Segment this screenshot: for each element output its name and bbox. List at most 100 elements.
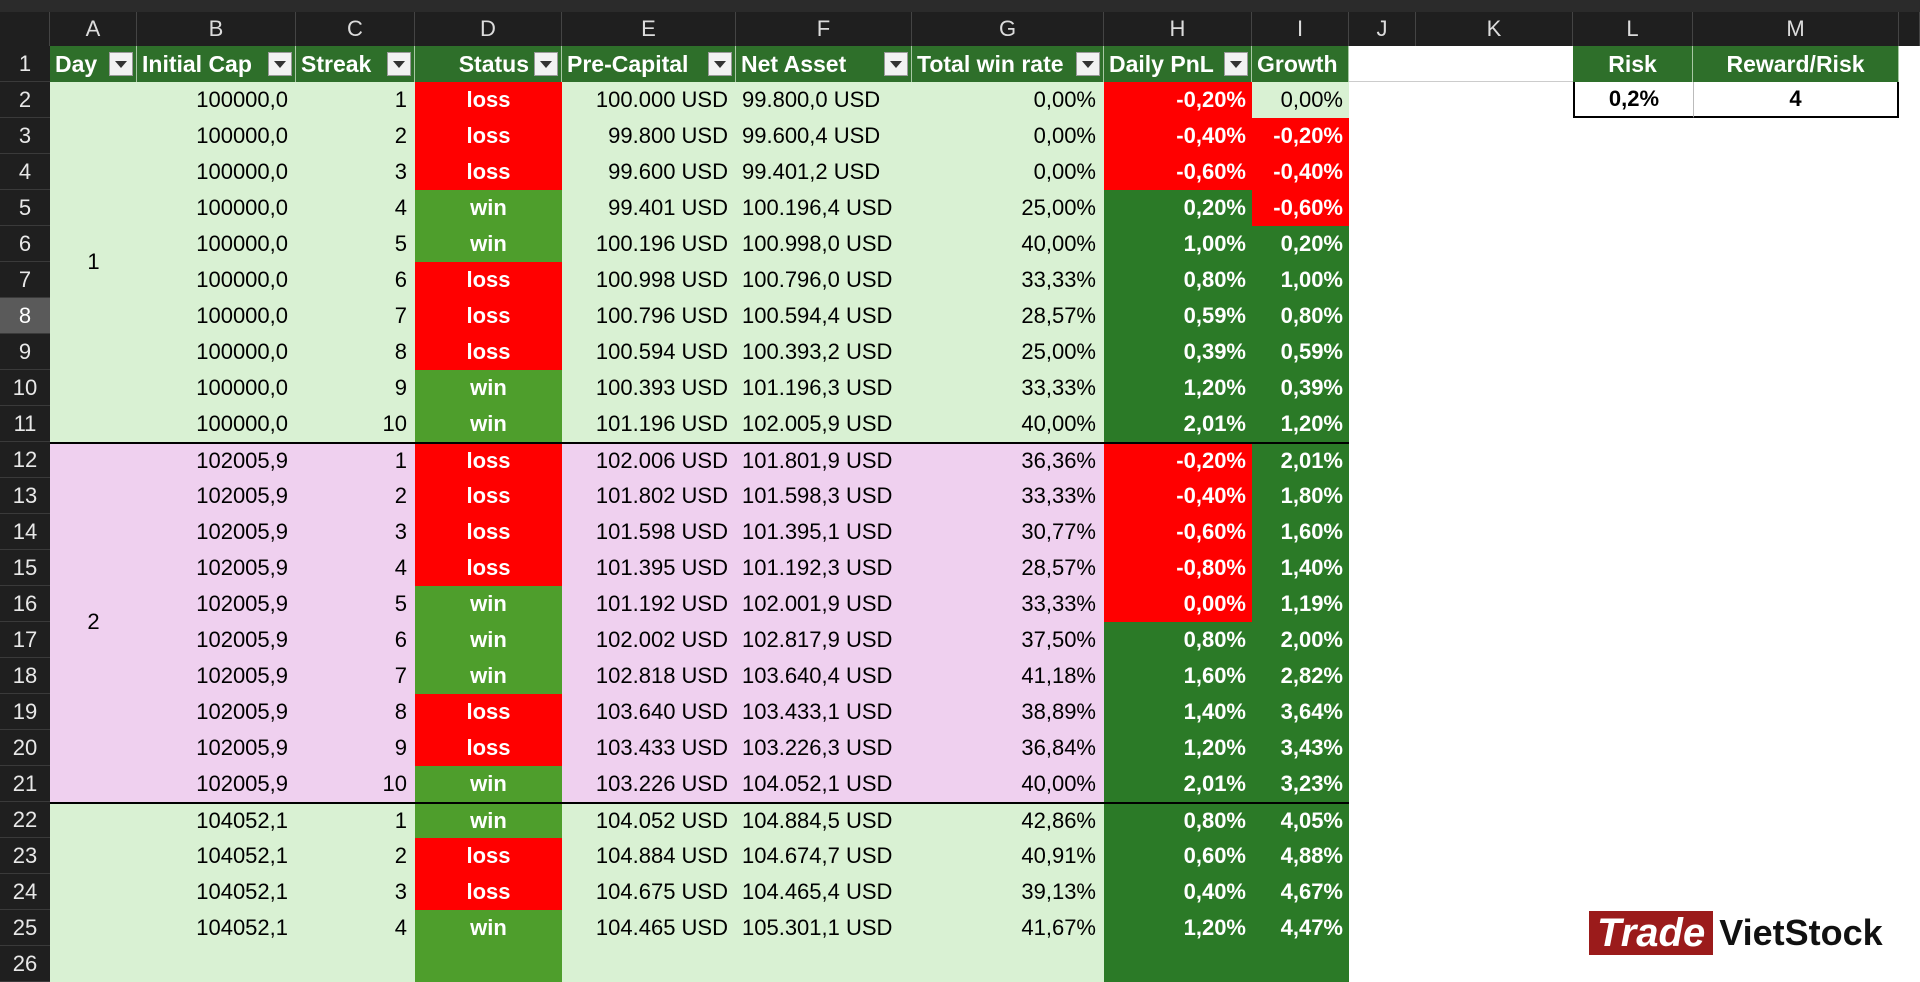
- column-header-i[interactable]: I: [1252, 12, 1349, 46]
- pre-capital-cell[interactable]: 103.433 USD: [562, 730, 736, 766]
- net-asset-cell[interactable]: 99.800,0 USD: [736, 82, 912, 118]
- net-asset-cell[interactable]: 101.196,3 USD: [736, 370, 912, 406]
- pre-capital-cell[interactable]: 100.393 USD: [562, 370, 736, 406]
- streak-cell[interactable]: 8: [296, 334, 415, 370]
- row-header-3[interactable]: 3: [0, 118, 50, 154]
- daily-pnl-cell[interactable]: 2,01%: [1104, 406, 1252, 442]
- win-rate-cell[interactable]: 30,77%: [912, 514, 1104, 550]
- daily-pnl-cell[interactable]: 1,20%: [1104, 730, 1252, 766]
- streak-cell[interactable]: 2: [296, 118, 415, 154]
- pre-capital-cell[interactable]: 100.000 USD: [562, 82, 736, 118]
- pre-capital-cell[interactable]: 102.006 USD: [562, 442, 736, 478]
- row-header-2[interactable]: 2: [0, 82, 50, 118]
- net-asset-cell[interactable]: 104.465,4 USD: [736, 874, 912, 910]
- streak-cell[interactable]: 4: [296, 550, 415, 586]
- streak-cell[interactable]: 6: [296, 622, 415, 658]
- initial-cap-cell[interactable]: 102005,9: [137, 730, 296, 766]
- win-rate-cell[interactable]: 28,57%: [912, 550, 1104, 586]
- growth-cell[interactable]: 2,00%: [1252, 622, 1349, 658]
- initial-cap-cell[interactable]: 100000,0: [137, 226, 296, 262]
- filter-dropdown-button[interactable]: [708, 52, 732, 76]
- daily-pnl-cell[interactable]: -0,20%: [1104, 442, 1252, 478]
- net-asset-cell[interactable]: 105.301,1 USD: [736, 910, 912, 946]
- status-cell-win[interactable]: win: [415, 226, 562, 262]
- net-asset-cell[interactable]: 104.674,7 USD: [736, 838, 912, 874]
- growth-cell[interactable]: 3,43%: [1252, 730, 1349, 766]
- growth-cell[interactable]: 0,20%: [1252, 226, 1349, 262]
- win-rate-cell[interactable]: 36,36%: [912, 442, 1104, 478]
- net-asset-cell[interactable]: 102.001,9 USD: [736, 586, 912, 622]
- status-cell-loss[interactable]: loss: [415, 118, 562, 154]
- day-cell[interactable]: [50, 802, 137, 838]
- win-rate-cell[interactable]: 40,00%: [912, 766, 1104, 802]
- column-header-h[interactable]: H: [1104, 12, 1252, 46]
- daily-pnl-cell[interactable]: 0,80%: [1104, 262, 1252, 298]
- net-asset-cell[interactable]: 101.801,9 USD: [736, 442, 912, 478]
- initial-cap-cell[interactable]: 100000,0: [137, 154, 296, 190]
- status-cell-win[interactable]: win: [415, 622, 562, 658]
- row-header-22[interactable]: 22: [0, 802, 50, 838]
- daily-pnl-cell[interactable]: 0,40%: [1104, 874, 1252, 910]
- streak-cell[interactable]: 8: [296, 694, 415, 730]
- net-asset-cell[interactable]: 100.594,4 USD: [736, 298, 912, 334]
- status-cell-loss[interactable]: loss: [415, 154, 562, 190]
- win-rate-cell[interactable]: 33,33%: [912, 586, 1104, 622]
- pre-capital-cell[interactable]: 103.226 USD: [562, 766, 736, 802]
- day-cell[interactable]: [50, 334, 137, 370]
- day-cell[interactable]: [50, 838, 137, 874]
- row-header-17[interactable]: 17: [0, 622, 50, 658]
- partial-row-cell[interactable]: [1104, 946, 1252, 982]
- day-cell[interactable]: [50, 442, 137, 478]
- growth-cell[interactable]: 3,64%: [1252, 694, 1349, 730]
- initial-cap-cell[interactable]: 104052,1: [137, 910, 296, 946]
- day-cell[interactable]: [50, 766, 137, 802]
- day-cell[interactable]: [50, 82, 137, 118]
- status-cell-loss[interactable]: loss: [415, 334, 562, 370]
- net-asset-cell[interactable]: 99.401,2 USD: [736, 154, 912, 190]
- streak-cell[interactable]: 4: [296, 910, 415, 946]
- column-header-g[interactable]: G: [912, 12, 1104, 46]
- initial-cap-cell[interactable]: 102005,9: [137, 478, 296, 514]
- initial-cap-cell[interactable]: 102005,9: [137, 550, 296, 586]
- row-header-9[interactable]: 9: [0, 334, 50, 370]
- row-header-14[interactable]: 14: [0, 514, 50, 550]
- daily-pnl-cell[interactable]: 0,80%: [1104, 622, 1252, 658]
- row-header-10[interactable]: 10: [0, 370, 50, 406]
- initial-cap-cell[interactable]: 102005,9: [137, 586, 296, 622]
- net-asset-cell[interactable]: 100.196,4 USD: [736, 190, 912, 226]
- win-rate-cell[interactable]: 25,00%: [912, 190, 1104, 226]
- column-header-b[interactable]: B: [137, 12, 296, 46]
- status-cell-loss[interactable]: loss: [415, 478, 562, 514]
- streak-cell[interactable]: 9: [296, 730, 415, 766]
- partial-row-cell[interactable]: [912, 946, 1104, 982]
- column-header-e[interactable]: E: [562, 12, 736, 46]
- day-cell[interactable]: [50, 118, 137, 154]
- day-cell[interactable]: [50, 406, 137, 442]
- pre-capital-cell[interactable]: 99.600 USD: [562, 154, 736, 190]
- partial-row-cell[interactable]: [296, 946, 415, 982]
- streak-cell[interactable]: 1: [296, 442, 415, 478]
- win-rate-cell[interactable]: 0,00%: [912, 154, 1104, 190]
- streak-cell[interactable]: 3: [296, 514, 415, 550]
- growth-cell[interactable]: 4,88%: [1252, 838, 1349, 874]
- daily-pnl-cell[interactable]: -0,60%: [1104, 154, 1252, 190]
- win-rate-cell[interactable]: 28,57%: [912, 298, 1104, 334]
- row-header-1[interactable]: 1: [0, 46, 50, 82]
- status-cell-win[interactable]: win: [415, 370, 562, 406]
- partial-row-cell[interactable]: [415, 946, 562, 982]
- daily-pnl-cell[interactable]: 0,80%: [1104, 802, 1252, 838]
- pre-capital-cell[interactable]: 104.052 USD: [562, 802, 736, 838]
- column-header-c[interactable]: C: [296, 12, 415, 46]
- day-cell[interactable]: [50, 730, 137, 766]
- streak-cell[interactable]: 3: [296, 874, 415, 910]
- daily-pnl-cell[interactable]: -0,40%: [1104, 118, 1252, 154]
- win-rate-cell[interactable]: 33,33%: [912, 262, 1104, 298]
- status-cell-loss[interactable]: loss: [415, 874, 562, 910]
- initial-cap-cell[interactable]: 104052,1: [137, 802, 296, 838]
- pre-capital-cell[interactable]: 101.802 USD: [562, 478, 736, 514]
- partial-row-cell[interactable]: [50, 946, 137, 982]
- initial-cap-cell[interactable]: 100000,0: [137, 406, 296, 442]
- win-rate-cell[interactable]: 40,00%: [912, 406, 1104, 442]
- streak-cell[interactable]: 9: [296, 370, 415, 406]
- initial-cap-cell[interactable]: 100000,0: [137, 190, 296, 226]
